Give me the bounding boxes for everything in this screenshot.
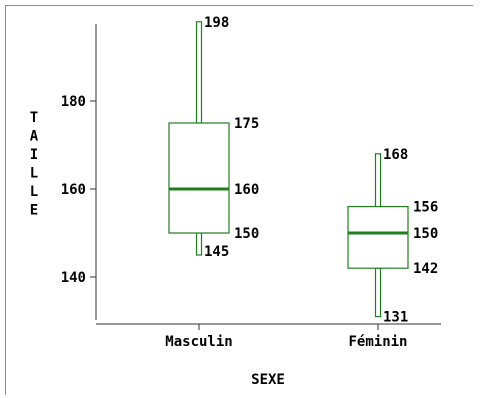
axes xyxy=(95,24,441,325)
value-label: 145 xyxy=(204,244,229,260)
chart-frame xyxy=(5,5,473,395)
y-axis-label-letter: L xyxy=(30,166,38,182)
value-label: 142 xyxy=(413,261,438,277)
box-masculin: 198 175 160 150 145 xyxy=(168,15,259,260)
x-ticks: Masculin Féminin xyxy=(165,324,408,350)
boxes: 198 175 160 150 145 168 156 150 142 131 xyxy=(168,15,438,326)
value-label: 160 xyxy=(234,182,259,198)
y-axis-label-letter: T xyxy=(30,110,38,126)
upper-whisker xyxy=(195,21,203,124)
iqr-box xyxy=(168,122,230,234)
y-ticks: 140 160 180 xyxy=(61,94,96,286)
upper-whisker xyxy=(374,153,382,208)
y-axis-label-letter: A xyxy=(30,129,39,145)
lower-whisker xyxy=(374,267,382,318)
y-axis-label-letter: I xyxy=(30,147,38,163)
value-label: 175 xyxy=(234,116,259,132)
lower-whisker xyxy=(195,232,203,256)
value-label: 168 xyxy=(383,147,408,163)
y-axis-label-letter: E xyxy=(30,203,38,219)
value-label: 150 xyxy=(234,226,259,242)
value-label: 156 xyxy=(413,200,438,216)
y-tick-label: 140 xyxy=(61,270,86,286)
value-label: 198 xyxy=(204,15,229,31)
box-féminin: 168 156 150 142 131 xyxy=(347,147,438,326)
iqr-box xyxy=(347,206,409,269)
y-tick-label: 160 xyxy=(61,182,86,198)
y-tick-label: 180 xyxy=(61,94,86,110)
y-axis-label-letter: L xyxy=(30,184,38,200)
x-tick-label: Masculin xyxy=(165,334,232,350)
value-label: 150 xyxy=(413,226,438,242)
x-tick-label: Féminin xyxy=(348,334,407,350)
x-axis-label: SEXE xyxy=(251,372,285,388)
value-label: 131 xyxy=(383,310,408,326)
